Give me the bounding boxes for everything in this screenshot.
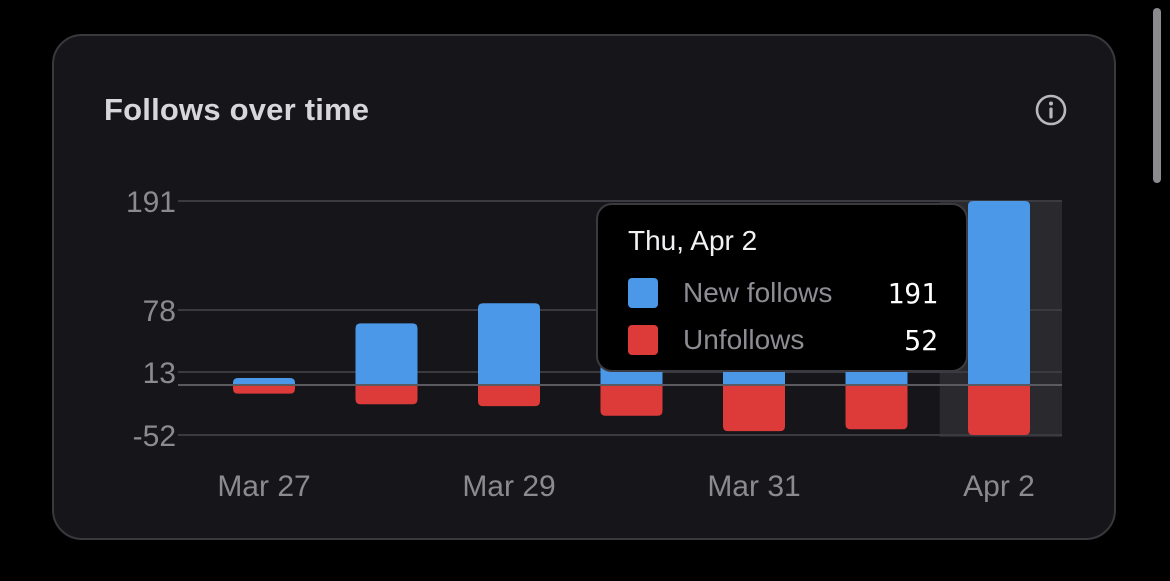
info-icon[interactable] [1034, 93, 1068, 127]
unfollows-bar [723, 385, 785, 432]
unfollows-swatch [628, 325, 658, 355]
card-title: Follows over time [104, 92, 370, 127]
x-tick-label: Mar 27 [217, 470, 310, 503]
x-tick-label: Mar 31 [707, 470, 800, 503]
unfollows-bar [845, 385, 908, 430]
unfollows-bar [968, 385, 1030, 435]
x-tick-label: Apr 2 [963, 470, 1035, 503]
tooltip-label: Unfollows [683, 324, 805, 355]
unfollows-bar [600, 385, 663, 416]
tooltip-value: 52 [904, 324, 938, 357]
y-tick-label: -52 [133, 420, 176, 453]
unfollows-bar [355, 385, 418, 405]
new-follows-bar [478, 303, 540, 385]
tooltip-row-unfollows: Unfollows 52 [628, 324, 938, 358]
y-tick-label: 13 [143, 357, 176, 390]
y-tick-label: 78 [143, 295, 176, 328]
page-scrollbar[interactable] [1153, 8, 1161, 183]
chart-tooltip: Thu, Apr 2 New follows 191 Unfollows 52 [596, 203, 968, 372]
y-tick-label: 191 [126, 186, 176, 219]
unfollows-bar [478, 385, 540, 407]
tooltip-label: New follows [683, 277, 833, 308]
unfollows-bar [233, 385, 295, 394]
new-follows-bar [355, 323, 418, 385]
new-follows-bar [968, 201, 1030, 385]
x-tick-label: Mar 29 [462, 470, 555, 503]
tooltip-date: Thu, Apr 2 [628, 225, 758, 256]
new-follows-bar [233, 378, 295, 385]
new-follows-swatch [628, 278, 658, 308]
tooltip-row-new-follows: New follows 191 [628, 277, 938, 311]
tooltip-value: 191 [887, 277, 938, 310]
